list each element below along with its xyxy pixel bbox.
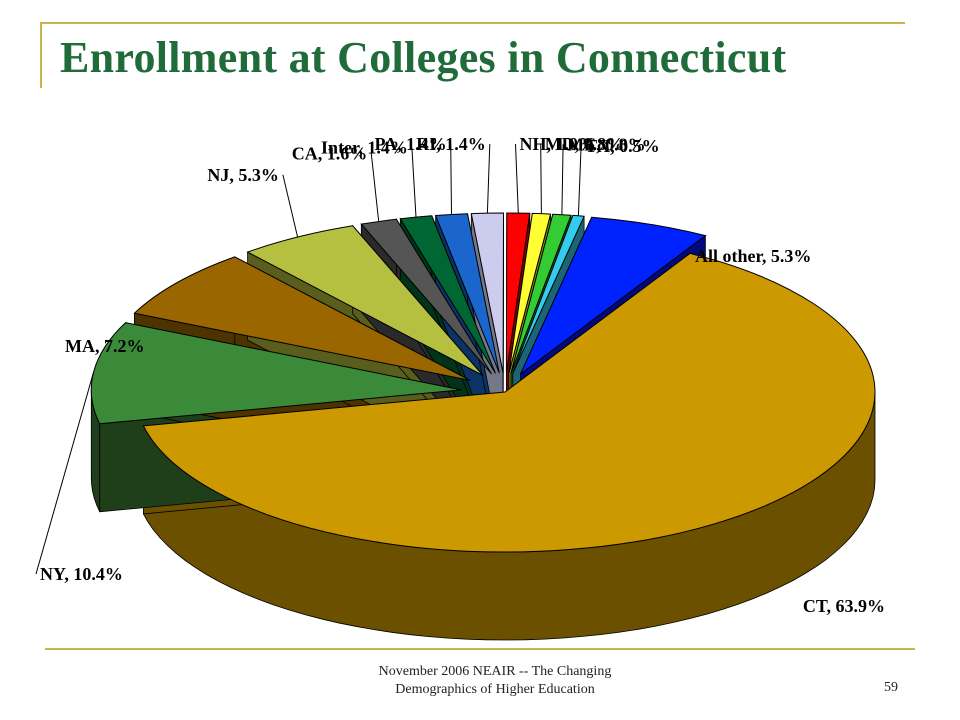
leader-line-me [561,144,564,215]
slice-labels: CT, 63.9% NY, 10.4% MA, 7.2% NJ, 5.3% CA, 1.… [40,134,885,616]
slice-label-ma: MA, 7.2% [65,336,145,356]
slide-footer: November 2006 NEAIR -- The Changing Demo… [340,663,650,699]
slice-label-inter: Inter, 1.4% [321,138,408,158]
footer-rule [45,648,915,650]
leader-line-inter [411,147,417,218]
slice-label-tx: TX, 0.5% [585,136,660,156]
leader-lines [35,143,582,575]
title-frame-left [40,22,42,88]
slice-label-nh: NH, 1.0% [520,134,597,154]
leader-line-tx [577,145,582,216]
slice-label-all-other: All other, 5.3% [695,246,811,266]
slice-label-ri: RI, 1.4% [416,134,486,154]
leader-line-nh [515,143,519,214]
slice-label-pa: PA, 1.4% [375,134,447,154]
slice-label-md: MD, 0.8% [545,134,625,154]
pie-tops [90,212,876,553]
leader-line-ca [370,153,380,222]
leader-line-pa [450,143,452,215]
pie-slice-ny [90,322,462,425]
pie-slice-tx [512,214,585,374]
slice-label-ca: CA, 1.6% [292,144,368,164]
slide-title: Enrollment at Colleges in Connecticut [60,33,787,82]
pie-slice-me [510,213,572,374]
slide-number: 59 [884,680,898,695]
slice-label-ny: NY, 10.4% [40,564,123,584]
leader-line-ny [35,372,94,575]
leader-line-md [540,143,542,214]
slice-label-ct: CT, 63.9% [803,596,885,616]
leader-line-ri [486,143,491,214]
pie-slice-ca [360,218,493,375]
pie-slice-ri [470,212,505,374]
footer-line-1: November 2006 NEAIR -- The Changing [378,664,612,679]
pie-slice-md [508,212,552,374]
slice-label-nj: NJ, 5.3% [207,165,279,185]
slice-label-me: ME, 0.8% [567,134,646,154]
leader-line-nj [282,174,299,238]
pie-slice-ct [142,252,876,553]
title-frame-top [40,22,905,24]
footer-line-2: Demographics of Higher Education [395,682,595,697]
pie-slice-all-other [519,216,707,375]
pie-slice-ma [133,256,471,381]
